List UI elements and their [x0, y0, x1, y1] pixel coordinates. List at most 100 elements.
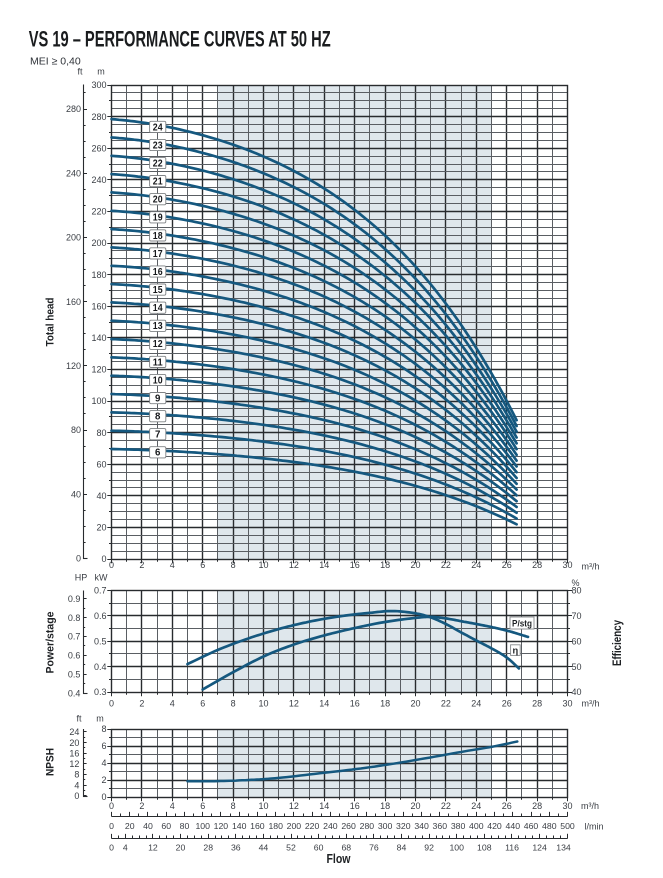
svg-text:44: 44: [259, 842, 269, 852]
svg-text:8: 8: [231, 801, 236, 811]
svg-text:0: 0: [76, 554, 81, 564]
svg-text:20: 20: [69, 738, 79, 748]
svg-text:0.9: 0.9: [68, 594, 81, 604]
svg-text:24: 24: [471, 699, 481, 709]
svg-text:0.5: 0.5: [68, 669, 81, 679]
svg-text:9: 9: [155, 394, 161, 405]
svg-text:0.5: 0.5: [94, 637, 107, 647]
svg-text:m³/h: m³/h: [582, 699, 600, 709]
svg-text:22: 22: [441, 699, 451, 709]
svg-text:180: 180: [91, 270, 106, 280]
svg-text:400: 400: [469, 821, 484, 831]
svg-text:40: 40: [96, 491, 106, 501]
svg-text:60: 60: [96, 459, 106, 469]
svg-text:0.7: 0.7: [68, 632, 81, 642]
svg-text:Power/stage: Power/stage: [45, 612, 57, 674]
svg-text:20: 20: [153, 195, 163, 206]
svg-text:360: 360: [433, 821, 448, 831]
svg-text:100: 100: [195, 821, 210, 831]
svg-text:0.4: 0.4: [94, 662, 107, 672]
svg-text:24: 24: [153, 122, 163, 133]
svg-text:17: 17: [153, 249, 163, 260]
svg-text:16: 16: [350, 560, 360, 570]
svg-text:kW: kW: [95, 573, 109, 583]
svg-text:160: 160: [250, 821, 265, 831]
svg-text:12: 12: [289, 801, 299, 811]
svg-text:60: 60: [161, 821, 171, 831]
svg-text:120: 120: [214, 821, 229, 831]
svg-text:480: 480: [542, 821, 557, 831]
svg-text:28: 28: [532, 560, 542, 570]
svg-text:0: 0: [101, 792, 106, 802]
svg-text:2: 2: [139, 699, 144, 709]
svg-text:m: m: [97, 66, 105, 76]
svg-text:15: 15: [153, 285, 163, 296]
svg-text:7: 7: [155, 430, 161, 441]
svg-text:84: 84: [397, 842, 407, 852]
svg-text:240: 240: [323, 821, 338, 831]
svg-text:0.8: 0.8: [68, 613, 81, 623]
svg-text:24: 24: [471, 801, 481, 811]
svg-text:40: 40: [572, 687, 582, 697]
svg-text:280: 280: [91, 112, 106, 122]
svg-text:4: 4: [101, 758, 106, 768]
svg-text:10: 10: [258, 801, 268, 811]
svg-text:52: 52: [286, 842, 296, 852]
svg-text:ft: ft: [77, 66, 83, 76]
svg-text:23: 23: [153, 140, 163, 151]
svg-text:160: 160: [91, 301, 106, 311]
svg-text:Efficiency: Efficiency: [612, 619, 624, 666]
svg-text:26: 26: [502, 801, 512, 811]
svg-text:0.3: 0.3: [94, 687, 107, 697]
svg-text:0: 0: [109, 801, 114, 811]
svg-text:100: 100: [91, 396, 106, 406]
svg-text:70: 70: [572, 611, 582, 621]
svg-text:240: 240: [91, 175, 106, 185]
svg-text:20: 20: [410, 699, 420, 709]
svg-text:40: 40: [71, 489, 81, 499]
svg-text:100: 100: [449, 842, 464, 852]
svg-text:m³/h: m³/h: [581, 801, 599, 811]
svg-text:260: 260: [91, 143, 106, 153]
svg-text:10: 10: [258, 699, 268, 709]
svg-text:0.7: 0.7: [94, 586, 107, 596]
svg-text:22: 22: [153, 158, 163, 169]
svg-text:0: 0: [109, 560, 114, 570]
svg-text:380: 380: [451, 821, 466, 831]
svg-text:18: 18: [380, 801, 390, 811]
svg-text:12: 12: [148, 842, 158, 852]
svg-text:ft: ft: [76, 713, 82, 723]
svg-text:4: 4: [74, 780, 79, 790]
svg-text:MEI ≥ 0,40: MEI ≥ 0,40: [30, 56, 81, 68]
svg-text:20: 20: [96, 523, 106, 533]
svg-text:28: 28: [203, 842, 213, 852]
svg-text:10: 10: [258, 560, 268, 570]
svg-text:0: 0: [74, 791, 79, 801]
svg-text:500: 500: [560, 821, 575, 831]
svg-text:16: 16: [350, 801, 360, 811]
svg-text:%: %: [571, 578, 579, 588]
svg-text:0.6: 0.6: [94, 611, 107, 621]
svg-text:134: 134: [556, 842, 571, 852]
svg-text:30: 30: [562, 699, 572, 709]
svg-text:2: 2: [139, 801, 144, 811]
svg-text:30: 30: [562, 801, 572, 811]
svg-text:HP: HP: [75, 573, 88, 583]
svg-text:0.4: 0.4: [68, 688, 81, 698]
svg-text:22: 22: [441, 560, 451, 570]
svg-text:2: 2: [139, 560, 144, 570]
svg-text:16: 16: [153, 267, 163, 278]
svg-text:200: 200: [287, 821, 302, 831]
svg-text:4: 4: [170, 699, 175, 709]
svg-text:220: 220: [305, 821, 320, 831]
svg-text:160: 160: [66, 297, 81, 307]
svg-text:14: 14: [319, 801, 329, 811]
svg-text:6: 6: [101, 741, 106, 751]
svg-text:10: 10: [153, 375, 163, 386]
svg-text:P/stg: P/stg: [512, 618, 532, 628]
svg-text:Total head: Total head: [45, 298, 57, 347]
svg-text:21: 21: [153, 177, 163, 188]
svg-text:NPSH: NPSH: [45, 748, 57, 776]
svg-text:26: 26: [502, 699, 512, 709]
svg-text:92: 92: [424, 842, 434, 852]
